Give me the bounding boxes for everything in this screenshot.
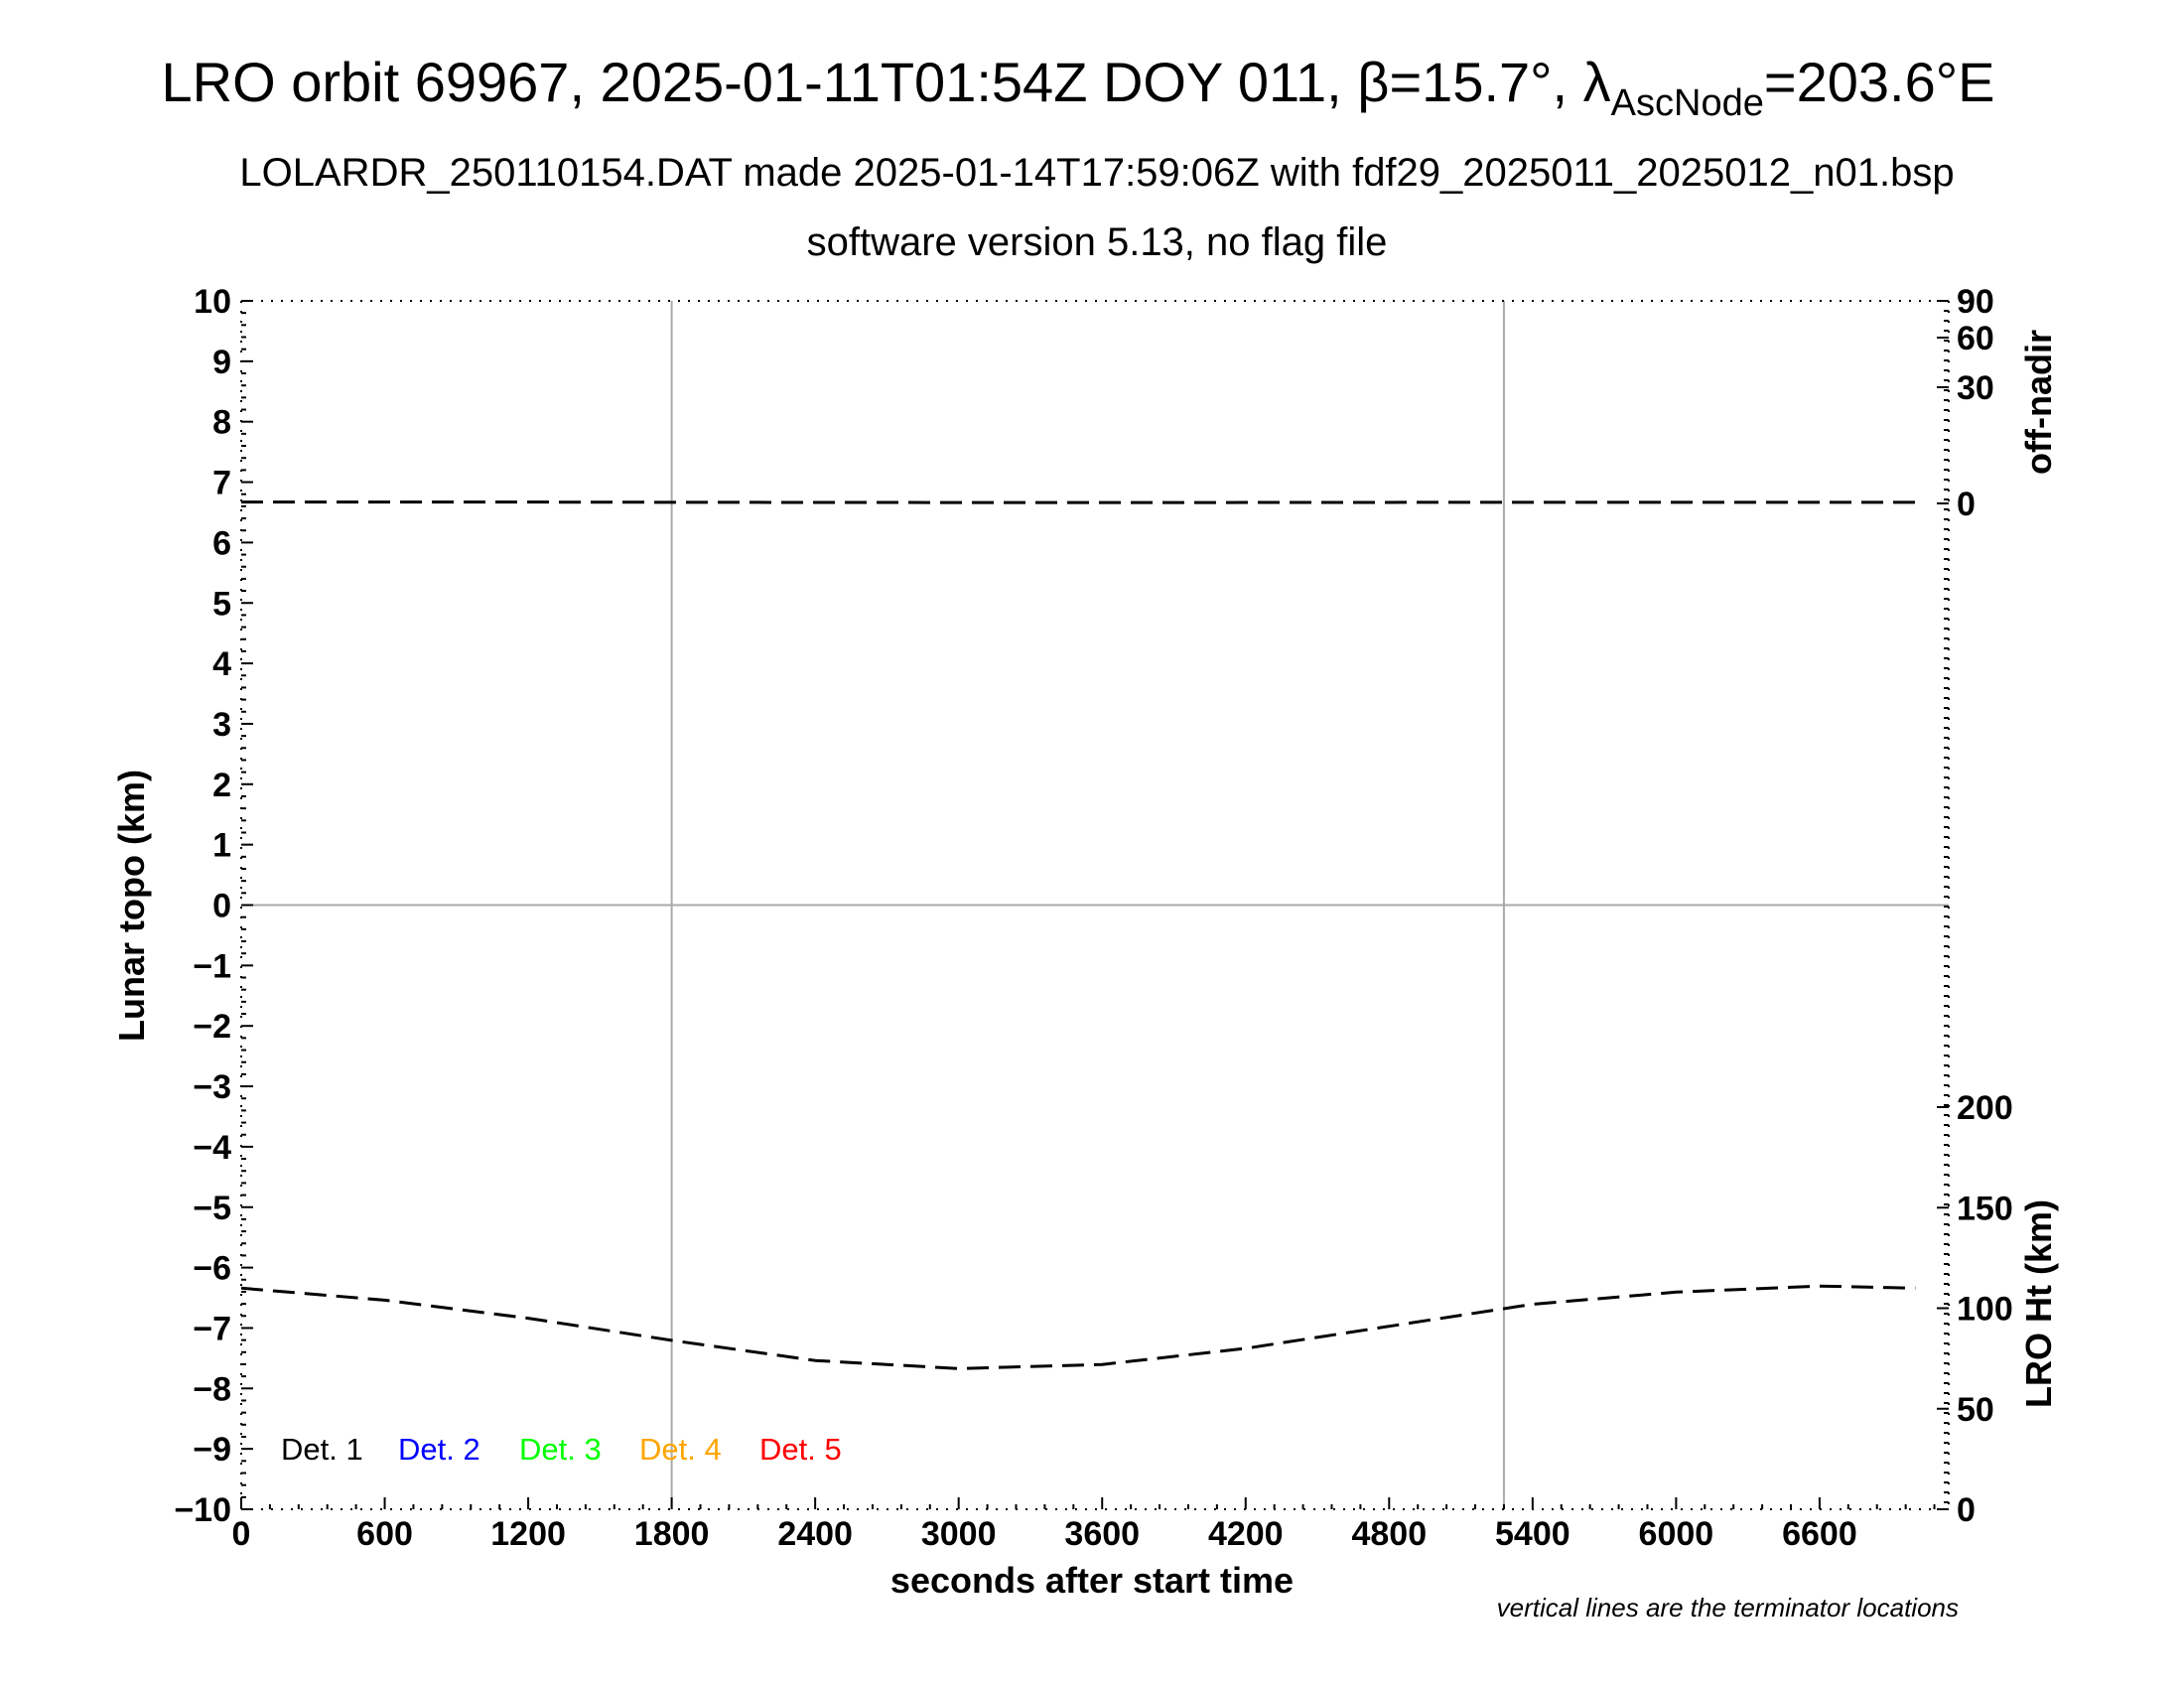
y-tick-label: 6	[212, 524, 231, 562]
terminator-note: vertical lines are the terminator locati…	[1497, 1593, 1959, 1622]
y-tick-label: 2	[212, 767, 231, 804]
y-axis-label: Lunar topo (km)	[111, 770, 152, 1042]
off-nadir-tick-label: 90	[1957, 283, 1994, 321]
y-tick-label: −3	[193, 1068, 231, 1106]
y-tick-label: 7	[212, 465, 231, 502]
legend-entry-det-3: Det. 3	[519, 1432, 602, 1467]
legend: Det. 1 Det. 2 Det. 3 Det. 4 Det. 5	[281, 1432, 842, 1467]
chart-subtitle-line-2: software version 5.13, no flag file	[807, 220, 1388, 264]
y-tick-label: 5	[212, 585, 231, 623]
x-tick-label: 6600	[1782, 1515, 1857, 1553]
x-tick-label: 3000	[921, 1515, 997, 1553]
y-tick-label: −5	[193, 1190, 231, 1227]
y-tick-label: −7	[193, 1310, 231, 1347]
x-tick-label: 0	[232, 1515, 251, 1553]
x-tick-label: 4200	[1208, 1515, 1284, 1553]
x-tick-label: 5400	[1495, 1515, 1570, 1553]
lro-ht-tick-label: 150	[1957, 1190, 2013, 1227]
legend-entry-det-4: Det. 4	[639, 1432, 722, 1467]
y-tick-label: 0	[212, 888, 231, 925]
y-tick-label: −8	[193, 1370, 231, 1408]
y-tick-label: 9	[212, 344, 231, 381]
x-tick-label: 1800	[634, 1515, 710, 1553]
lro-ht-tick-label: 50	[1957, 1391, 1994, 1429]
lro-ht-tick-label: 200	[1957, 1089, 2013, 1127]
axis-ticks	[240, 300, 1949, 1510]
lro-ht-tick-label: 0	[1957, 1491, 1976, 1529]
y-tick-label: −1	[193, 947, 231, 985]
legend-entry-det-2: Det. 2	[398, 1432, 480, 1467]
y-tick-label: 8	[212, 404, 231, 442]
y-tick-label: −6	[193, 1250, 231, 1288]
lro-ht-tick-label: 100	[1957, 1291, 2013, 1329]
y-tick-label: −10	[174, 1491, 231, 1529]
y-tick-label: 1	[212, 827, 231, 865]
lro-height-line	[240, 1284, 1916, 1370]
off-nadir-line	[241, 500, 1916, 504]
x-tick-label: 1200	[490, 1515, 566, 1553]
legend-entry-det-5: Det. 5	[759, 1432, 842, 1467]
x-axis-label: seconds after start time	[890, 1560, 1294, 1601]
y2-bottom-axis-label: LRO Ht (km)	[2018, 1199, 2059, 1408]
y-tick-label: 3	[212, 706, 231, 744]
y-tick-label: 4	[212, 645, 231, 683]
x-tick-label: 600	[356, 1515, 413, 1553]
off-nadir-tick-label: 30	[1957, 369, 1994, 407]
off-nadir-tick-label: 0	[1957, 486, 1976, 523]
chart-subtitle-line-1: LOLARDR_250110154.DAT made 2025-01-14T17…	[239, 151, 1954, 195]
y2-top-axis-label: off-nadir	[2018, 330, 2059, 475]
chart-title: LRO orbit 69967, 2025-01-11T01:54Z DOY 0…	[162, 51, 1995, 124]
data-series	[240, 500, 1916, 1370]
y-tick-label: −4	[193, 1129, 231, 1167]
y-tick-label: −9	[193, 1431, 231, 1469]
plot-frame	[240, 300, 1950, 1510]
x-tick-label: 6000	[1639, 1515, 1714, 1553]
y-tick-label: 10	[194, 283, 231, 321]
y-tick-label: −2	[193, 1008, 231, 1046]
x-tick-label: 2400	[777, 1515, 853, 1553]
chart-title-main: LRO orbit 69967, 2025-01-11T01:54Z DOY 0…	[162, 51, 1611, 113]
chart-title-tail: =203.6°E	[1764, 51, 1995, 113]
plot-grid	[241, 301, 1949, 1509]
off-nadir-tick-label: 60	[1957, 320, 1994, 357]
legend-entry-det-1: Det. 1	[281, 1432, 363, 1467]
chart-title-subscript: AscNode	[1611, 82, 1764, 124]
x-tick-label: 3600	[1064, 1515, 1140, 1553]
x-tick-label: 4800	[1351, 1515, 1427, 1553]
